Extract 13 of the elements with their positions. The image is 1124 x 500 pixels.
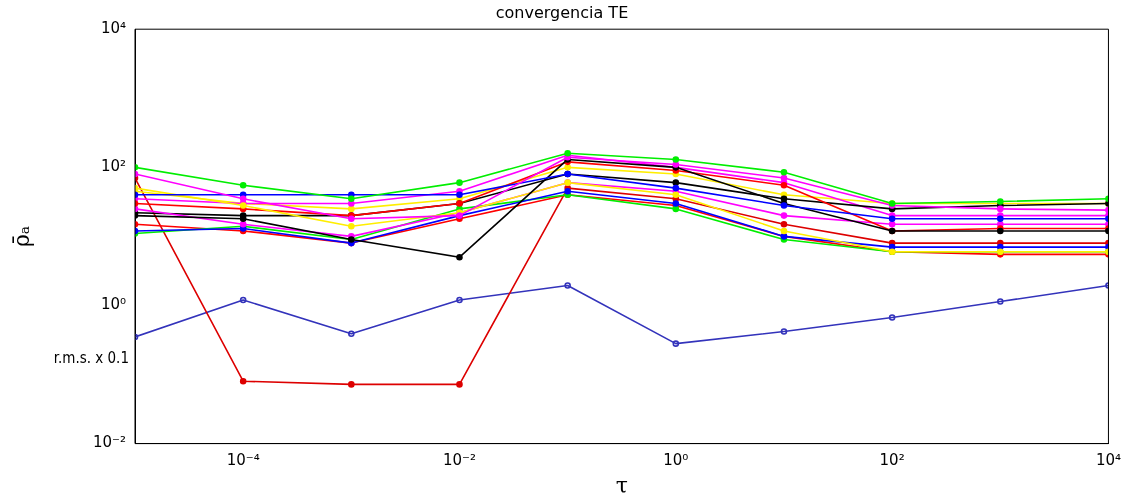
x-tick-label: 10⁻⁴	[226, 451, 260, 470]
y-axis-title: ρ̄ₐ	[8, 225, 34, 248]
y-tick-label: 10²	[100, 157, 126, 176]
chart-title: convergencia TE	[495, 2, 629, 22]
series-label: r.m.s. x 0.1	[53, 348, 129, 367]
x-axis-title: τ	[615, 472, 628, 498]
x-tick-label: 10⁻²	[442, 451, 476, 470]
y-tick-label: 10⁴	[100, 19, 126, 38]
x-tick-label: 10⁰	[663, 451, 689, 470]
x-tick-label: 10⁴	[1095, 451, 1121, 470]
x-tick-label: 10²	[879, 451, 905, 470]
y-tick-label: 10⁰	[100, 295, 126, 314]
y-tick-label: 10⁻²	[92, 433, 126, 452]
